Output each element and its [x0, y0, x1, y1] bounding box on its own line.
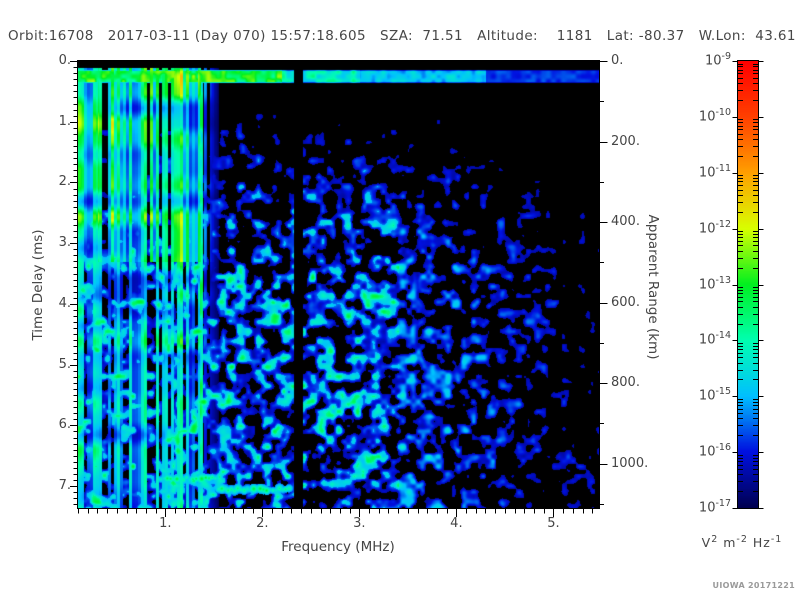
x-tick-label: 1. — [159, 516, 172, 531]
spectrogram-frame — [77, 60, 600, 509]
x-tick-label: 4. — [450, 516, 463, 531]
colorbar-tick-label: 10-12 — [698, 218, 731, 236]
y-tick-label: 7. — [58, 478, 71, 494]
x-tick-label: 5. — [547, 516, 560, 531]
x-axis-title: Frequency (MHz) — [281, 539, 395, 555]
spectrogram-canvas — [78, 61, 599, 508]
colorbar-tick-label: 10-14 — [698, 330, 731, 348]
colorbar-tick-label: 10-17 — [698, 498, 731, 516]
y-tick-label: 4. — [58, 295, 71, 311]
y-tick-label: 0. — [58, 53, 71, 68]
colorbar-tick-label: 10-11 — [698, 162, 731, 181]
x-tick-label: 2. — [256, 516, 269, 531]
y-tick-label: 3. — [58, 235, 71, 251]
x-tick-label: 3. — [353, 516, 366, 531]
colorbar-tick-label: 10-9 — [704, 51, 731, 69]
y-tick-label: 5. — [58, 356, 71, 372]
y-tick-label: 1. — [58, 113, 71, 129]
right-axis-title: Apparent Range (km) — [645, 214, 661, 360]
y-tick-label: 2. — [58, 174, 71, 190]
header-status-line: Orbit:16708 2017-03-11 (Day 070) 15:57:1… — [8, 28, 796, 44]
right-tick-label: 200. — [611, 133, 640, 149]
colorbar-tick-label: 10-15 — [698, 386, 731, 404]
right-tick-label: 1000. — [611, 455, 649, 471]
colorbar-frame — [737, 60, 759, 509]
y-tick-label: 6. — [58, 417, 71, 433]
colorbar-unit-label: V2 m-2 Hz-1 — [701, 534, 783, 551]
colorbar-tick-label: 10-16 — [698, 442, 731, 460]
right-tick-label: 0. — [611, 53, 624, 68]
colorbar-tick-label: 10-10 — [698, 106, 731, 125]
colorbar-canvas — [738, 61, 758, 508]
left-axis-title: Time Delay (ms) — [30, 229, 46, 341]
right-tick-label: 600. — [611, 294, 640, 310]
right-tick-label: 400. — [611, 214, 640, 230]
watermark: UIOWA 20171221 — [712, 581, 795, 590]
right-tick-label: 800. — [611, 375, 640, 391]
colorbar-tick-label: 10-13 — [698, 274, 731, 292]
